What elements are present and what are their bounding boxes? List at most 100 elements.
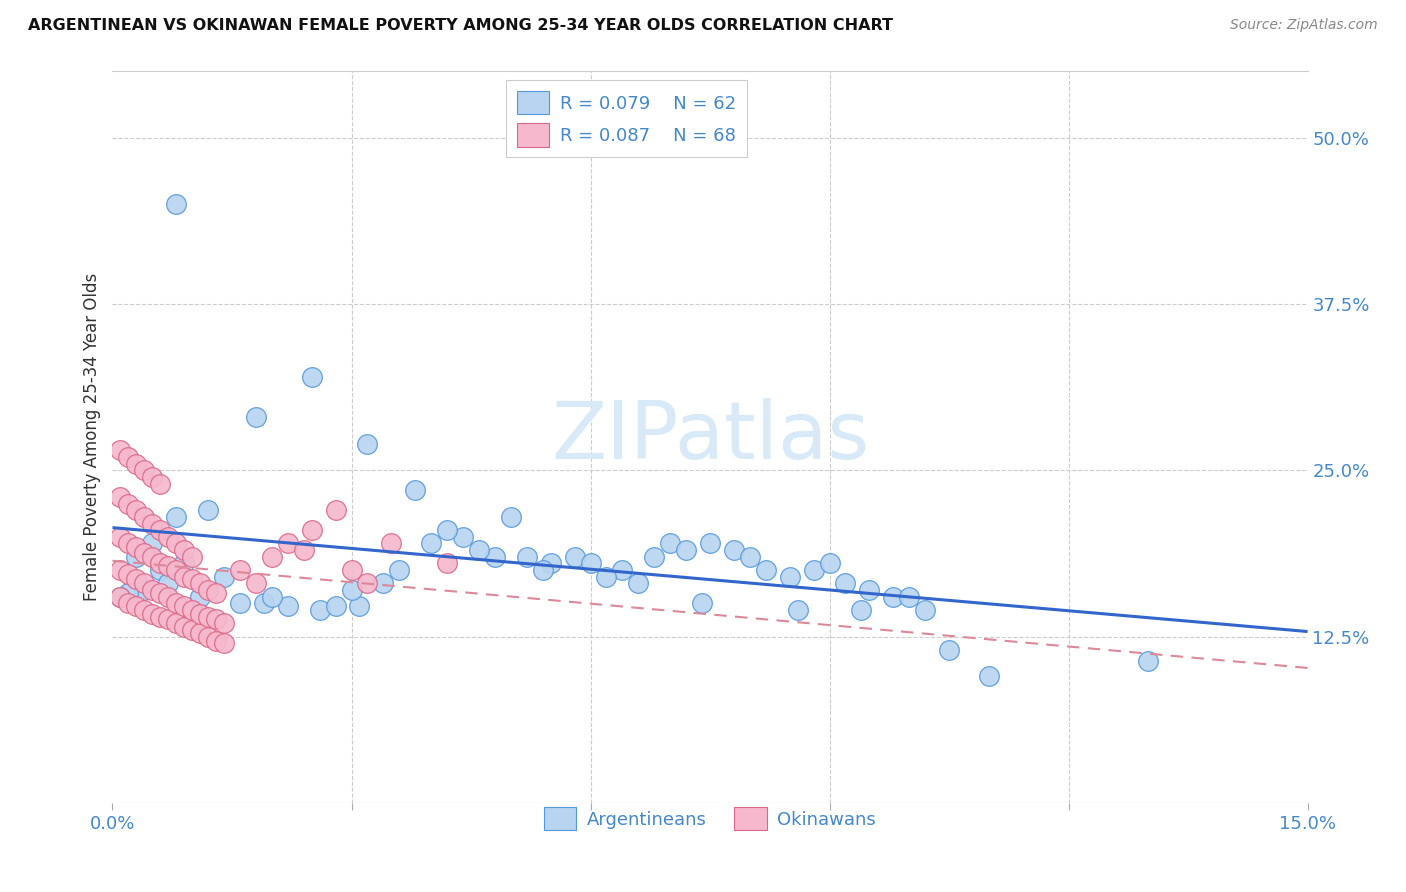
Point xyxy=(173,620,195,634)
Point xyxy=(277,536,299,550)
Point xyxy=(134,509,156,524)
Text: ZIPatlas: ZIPatlas xyxy=(551,398,869,476)
Point xyxy=(165,509,187,524)
Point xyxy=(117,585,139,599)
Point xyxy=(738,549,761,564)
Point xyxy=(451,530,474,544)
Point xyxy=(117,596,139,610)
Point xyxy=(723,543,745,558)
Point xyxy=(197,630,219,644)
Point xyxy=(165,197,187,211)
Point xyxy=(325,503,347,517)
Point xyxy=(245,410,267,425)
Point xyxy=(165,596,187,610)
Point xyxy=(134,463,156,477)
Point xyxy=(277,599,299,613)
Point xyxy=(157,590,180,604)
Point xyxy=(141,607,163,621)
Point xyxy=(157,576,180,591)
Point xyxy=(468,543,491,558)
Point xyxy=(212,616,235,631)
Point xyxy=(340,563,363,577)
Point xyxy=(117,450,139,464)
Point xyxy=(643,549,665,564)
Point xyxy=(173,543,195,558)
Point xyxy=(141,549,163,564)
Text: ARGENTINEAN VS OKINAWAN FEMALE POVERTY AMONG 25-34 YEAR OLDS CORRELATION CHART: ARGENTINEAN VS OKINAWAN FEMALE POVERTY A… xyxy=(28,18,893,33)
Point xyxy=(157,559,180,574)
Point xyxy=(157,612,180,626)
Point xyxy=(125,549,148,564)
Point xyxy=(340,582,363,597)
Point xyxy=(1137,653,1160,667)
Point xyxy=(125,599,148,613)
Point xyxy=(914,603,936,617)
Point xyxy=(308,603,330,617)
Point xyxy=(356,436,378,450)
Point xyxy=(349,599,371,613)
Point xyxy=(675,543,697,558)
Point xyxy=(851,603,873,617)
Point xyxy=(141,470,163,484)
Point xyxy=(181,549,204,564)
Point xyxy=(134,576,156,591)
Point xyxy=(117,567,139,582)
Point xyxy=(373,576,395,591)
Point xyxy=(110,490,132,504)
Point xyxy=(803,563,825,577)
Point xyxy=(181,603,204,617)
Point xyxy=(212,636,235,650)
Point xyxy=(165,563,187,577)
Point xyxy=(484,549,506,564)
Point xyxy=(540,557,562,571)
Point xyxy=(149,476,172,491)
Point xyxy=(260,549,283,564)
Point xyxy=(110,590,132,604)
Point xyxy=(699,536,721,550)
Point xyxy=(181,623,204,637)
Point xyxy=(110,563,132,577)
Point xyxy=(197,582,219,597)
Point xyxy=(134,546,156,560)
Point xyxy=(292,543,315,558)
Point xyxy=(110,590,132,604)
Point xyxy=(595,570,617,584)
Point xyxy=(205,633,228,648)
Point xyxy=(173,557,195,571)
Point xyxy=(325,599,347,613)
Point xyxy=(301,370,323,384)
Point xyxy=(149,563,172,577)
Point xyxy=(388,563,411,577)
Point xyxy=(197,503,219,517)
Point xyxy=(516,549,538,564)
Point xyxy=(141,582,163,597)
Point xyxy=(125,573,148,587)
Point xyxy=(141,536,163,550)
Point xyxy=(499,509,522,524)
Point xyxy=(165,616,187,631)
Point xyxy=(380,536,402,550)
Point xyxy=(125,503,148,517)
Point xyxy=(977,669,1000,683)
Point xyxy=(260,590,283,604)
Point xyxy=(173,570,195,584)
Point xyxy=(356,576,378,591)
Point xyxy=(531,563,554,577)
Point xyxy=(690,596,713,610)
Point xyxy=(157,530,180,544)
Point xyxy=(149,523,172,537)
Point xyxy=(205,612,228,626)
Point xyxy=(134,603,156,617)
Point xyxy=(579,557,602,571)
Point xyxy=(564,549,586,564)
Point xyxy=(834,576,856,591)
Point xyxy=(301,523,323,537)
Point xyxy=(165,536,187,550)
Point xyxy=(188,607,211,621)
Point xyxy=(181,573,204,587)
Point xyxy=(173,599,195,613)
Legend: Argentineans, Okinawans: Argentineans, Okinawans xyxy=(537,800,883,838)
Point xyxy=(436,557,458,571)
Point xyxy=(818,557,841,571)
Point xyxy=(858,582,880,597)
